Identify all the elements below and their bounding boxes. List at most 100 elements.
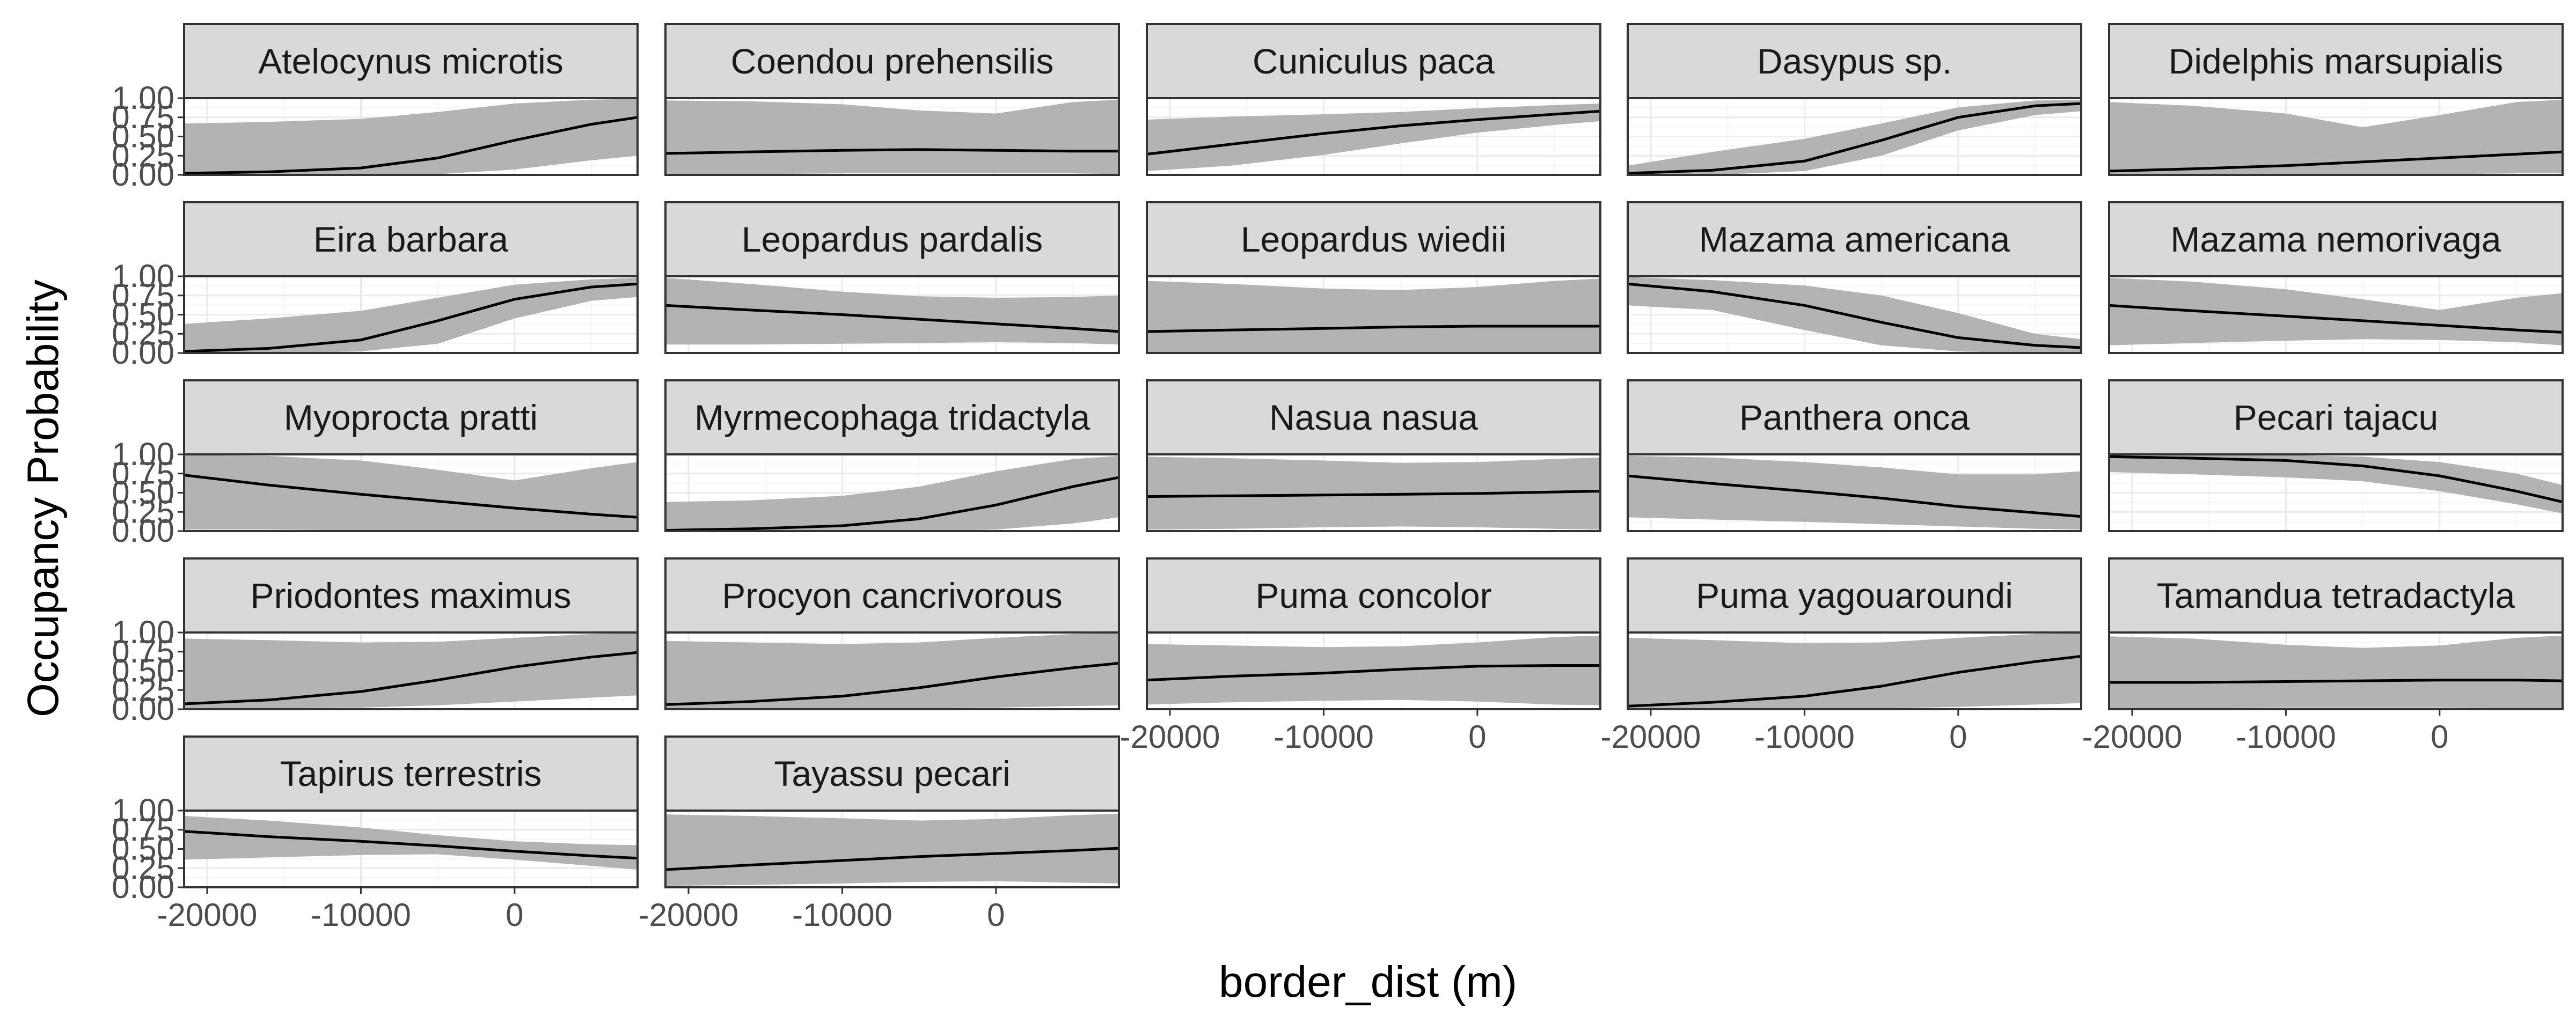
y-tick-label: 0.50 <box>112 475 174 511</box>
x-tick-label: 0 <box>506 897 523 933</box>
mean-line <box>2109 304 2563 334</box>
y-tick-label: 0.75 <box>112 812 174 848</box>
facet-strip <box>1627 557 2082 634</box>
facet-strip <box>183 23 639 99</box>
panel-border <box>664 810 1120 888</box>
confidence-ribbon <box>2109 99 2563 175</box>
mean-line <box>665 304 1119 333</box>
mean-line <box>665 476 1119 532</box>
panel-border <box>2108 453 2564 532</box>
y-tick-label: 0.75 <box>112 99 174 135</box>
facet-strip <box>2108 23 2564 99</box>
x-tick-label: -10000 <box>1754 719 1855 755</box>
confidence-ribbon <box>665 99 1119 174</box>
facet-panel: Nasua nasua <box>1146 379 1601 532</box>
y-tick-label: 1.00 <box>112 436 174 472</box>
facet-strip <box>183 379 639 455</box>
panel-border <box>1146 631 1601 710</box>
facet-panel: Procyon cancrivorous <box>664 557 1120 710</box>
mean-line <box>184 830 638 860</box>
facet-strip <box>1627 201 2082 277</box>
facet-panel: Pecari tajacu <box>2108 379 2564 532</box>
facet-strip-label: Mazama americana <box>1699 219 2010 259</box>
confidence-ribbon <box>1147 104 1600 171</box>
y-tick-label: 0.25 <box>112 315 174 351</box>
y-tick-label: 0.50 <box>112 297 174 333</box>
confidence-ribbon <box>184 99 638 175</box>
x-tick-label: -20000 <box>639 897 739 933</box>
mean-line <box>1627 474 2082 518</box>
facet-strip <box>1627 23 2082 99</box>
facet-strip-label: Puma yagouaroundi <box>1696 576 2013 615</box>
facet-strip <box>1627 379 2082 455</box>
confidence-ribbon <box>184 455 638 531</box>
facet-panel: Eira barbara 0.000.250.500.751.00 <box>112 201 639 371</box>
facet-panel: Leopardus wiedii <box>1146 201 1601 354</box>
facet-panel: Puma concolor -20000 -10000 0 <box>1120 557 1601 755</box>
facet-strip-label: Tamandua tetradactyla <box>2157 576 2515 615</box>
y-tick-label: 0.25 <box>112 672 174 708</box>
facet-panels: Atelocynus microtis0.000.250.500.751.00C… <box>112 23 2564 933</box>
panel-border <box>1627 453 2082 532</box>
facet-strip-label: Pecari tajacu <box>2234 398 2439 437</box>
facet-panel: Mazama nemorivaga <box>2108 201 2564 354</box>
facet-strip <box>183 201 639 277</box>
confidence-ribbon <box>2109 455 2563 514</box>
x-tick-label: -10000 <box>2236 719 2336 755</box>
panel-border <box>664 97 1120 176</box>
y-tick-label: 0.50 <box>112 831 174 867</box>
panel-border <box>664 453 1120 532</box>
facet-panel: Priodontes maximus 0.000.250.500.751.00 <box>112 557 639 727</box>
mean-line <box>665 148 1119 155</box>
facet-strip <box>664 379 1120 455</box>
y-tick-label: 0.50 <box>112 119 174 154</box>
y-tick-label: 0.50 <box>112 653 174 689</box>
y-tick-label: 0.00 <box>112 869 174 905</box>
y-tick-label: 0.00 <box>112 157 174 193</box>
facet-panel: Myrmecophaga tridactyla <box>664 379 1120 532</box>
mean-line <box>184 474 638 519</box>
x-axis-title: border_dist (m) <box>1219 958 1517 1006</box>
confidence-ribbon <box>184 816 638 870</box>
facet-strip-label: Cuniculus paca <box>1253 41 1495 81</box>
confidence-ribbon <box>184 633 638 709</box>
facet-panel: Coendou prehensilis <box>664 23 1120 176</box>
mean-line <box>665 661 1119 706</box>
x-tick-label: 0 <box>2431 719 2448 755</box>
facet-strip-label: Atelocynus microtis <box>258 41 564 81</box>
facet-strip <box>1146 557 1601 634</box>
confidence-ribbon <box>2109 635 2563 709</box>
panel-border <box>664 275 1120 354</box>
mean-line <box>1627 282 2082 349</box>
facet-strip-label: Puma concolor <box>1255 576 1491 615</box>
facet-strip-label: Myrmecophaga tridactyla <box>694 398 1091 437</box>
mean-line <box>2109 150 2563 173</box>
x-tick-label: -20000 <box>1120 719 1220 755</box>
x-tick-label: -10000 <box>311 897 411 933</box>
facet-strip-label: Mazama nemorivaga <box>2170 219 2501 259</box>
mean-line <box>665 847 1119 871</box>
panel-border <box>1146 97 1601 176</box>
facet-strip-label: Myoprocta pratti <box>284 398 538 437</box>
y-tick-label: 0.00 <box>112 335 174 371</box>
y-tick-label: 0.00 <box>112 513 174 549</box>
mean-line <box>2109 455 2563 504</box>
confidence-ribbon <box>665 633 1119 709</box>
panel-border <box>1146 275 1601 354</box>
panel-border <box>1146 453 1601 532</box>
y-tick-label: 0.75 <box>112 634 174 670</box>
facet-panel: Mazama americana <box>1627 201 2082 354</box>
facet-strip <box>664 201 1120 277</box>
x-tick-label: -20000 <box>157 897 258 933</box>
y-tick-label: 0.25 <box>112 494 174 529</box>
y-tick-label: 0.25 <box>112 850 174 886</box>
facet-strip <box>664 735 1120 812</box>
facet-strip <box>1146 201 1601 277</box>
facet-strip-label: Leopardus pardalis <box>742 219 1043 259</box>
y-tick-label: 1.00 <box>112 614 174 650</box>
facet-panel: Tayassu pecari -20000 -10000 0 <box>639 735 1120 933</box>
confidence-ribbon <box>1147 457 1600 530</box>
facet-panel: Didelphis marsupialis <box>2108 23 2564 176</box>
y-tick-label: 0.75 <box>112 277 174 313</box>
